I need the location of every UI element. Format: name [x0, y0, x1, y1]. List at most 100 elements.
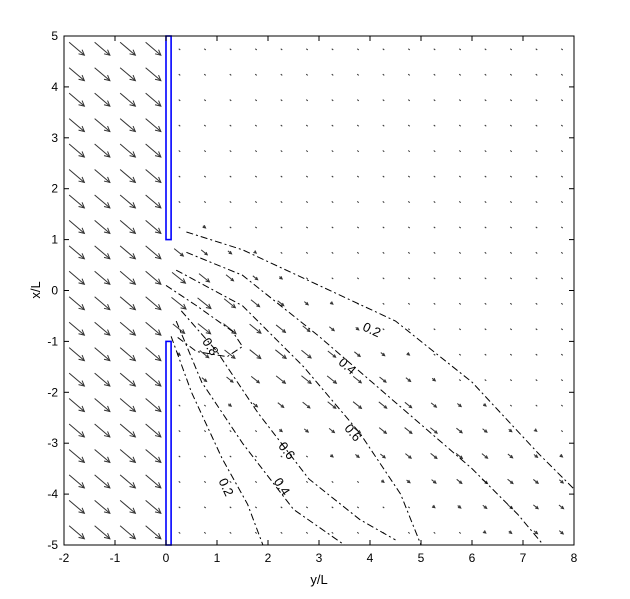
x-tick-label: -1: [110, 551, 121, 565]
vector-arrow: [407, 99, 411, 102]
vector-arrow: [481, 453, 488, 459]
vector-arrow-head: [484, 455, 489, 459]
vector-arrow: [407, 201, 411, 204]
vector-arrow-head: [129, 278, 137, 285]
vector-arrow: [305, 73, 309, 76]
vector-arrow: [535, 48, 538, 51]
vector-arrow: [509, 302, 513, 305]
vector-arrow: [301, 375, 312, 384]
vector-arrow: [509, 328, 513, 331]
vector-arrow: [119, 474, 136, 489]
vector-arrow: [280, 48, 283, 51]
vector-arrow: [331, 150, 334, 153]
vector-arrow: [200, 249, 208, 256]
vector-arrow-head: [357, 353, 362, 358]
vector-arrow: [145, 220, 162, 234]
vector-arrow: [458, 99, 462, 102]
vector-arrow: [535, 379, 538, 382]
vector-arrow: [178, 73, 181, 76]
vector-arrow: [535, 99, 538, 102]
vector-arrow-head: [78, 227, 86, 235]
vector-arrow: [560, 73, 564, 76]
vector-arrow: [229, 124, 232, 127]
vector-arrow: [382, 99, 385, 102]
vector-arrow-head: [432, 480, 437, 484]
vector-arrow: [560, 430, 564, 433]
vector-arrow: [327, 401, 337, 409]
vector-arrow: [484, 226, 487, 229]
vector-arrow-head: [103, 151, 111, 158]
vector-arrow: [407, 73, 411, 76]
vector-arrow-head: [483, 505, 488, 510]
vector-arrow-head: [129, 380, 137, 387]
vector-arrow: [119, 169, 136, 183]
vector-arrow: [484, 379, 487, 382]
vector-arrow: [509, 251, 513, 254]
vector-arrow: [509, 150, 513, 153]
vector-arrow: [275, 349, 287, 359]
vector-arrow-head: [154, 431, 162, 438]
vector-arrow-head: [231, 303, 237, 309]
vector-arrow-head: [129, 456, 137, 464]
y-tick-label: 4: [51, 80, 58, 94]
vector-arrow-head: [382, 454, 387, 459]
vector-arrow-head: [103, 329, 111, 336]
vector-arrow-head: [331, 327, 336, 332]
vector-arrow: [356, 124, 360, 127]
vector-arrow: [277, 300, 285, 307]
vector-arrow: [94, 449, 111, 463]
vector-arrow: [275, 375, 286, 384]
vector-arrow: [331, 506, 334, 509]
vector-arrow-head: [154, 329, 162, 336]
vector-arrow: [94, 296, 111, 311]
vector-arrow: [203, 48, 207, 51]
vector-arrow: [301, 349, 312, 359]
vector-arrow: [199, 350, 210, 359]
vector-arrow: [407, 124, 411, 127]
vector-arrow-head: [103, 100, 111, 107]
vector-arrow: [94, 245, 111, 260]
vector-arrow: [305, 531, 309, 534]
vector-arrow-head: [535, 505, 540, 510]
vector-arrow: [433, 150, 436, 153]
vector-arrow: [430, 402, 437, 408]
vector-arrow-head: [203, 378, 208, 383]
vector-arrow: [145, 398, 162, 412]
vector-arrow: [94, 41, 111, 56]
vector-arrow-head: [78, 151, 86, 158]
vector-arrow: [203, 506, 207, 509]
vector-arrow: [328, 427, 335, 434]
vector-arrow: [382, 251, 385, 254]
vector-arrow: [145, 41, 162, 56]
x-tick-label: 0: [163, 551, 170, 565]
vector-arrow: [327, 350, 336, 358]
vector-arrow: [229, 430, 232, 433]
vector-arrow: [68, 499, 85, 514]
vector-arrow-head: [408, 404, 413, 409]
vector-arrow: [407, 150, 411, 153]
vector-arrow: [229, 506, 232, 509]
vector-arrow-head: [78, 533, 86, 540]
vector-arrow-head: [154, 176, 162, 184]
vector-arrow: [484, 277, 487, 280]
vector-arrow: [560, 302, 564, 305]
vector-arrow: [229, 48, 232, 51]
vector-arrow: [331, 73, 334, 76]
vector-arrow: [356, 531, 360, 534]
vector-arrow: [145, 296, 162, 311]
vector-arrow: [379, 376, 387, 383]
vector-arrow-head: [432, 377, 437, 382]
vector-arrow-head: [154, 227, 162, 235]
vector-arrow-head: [256, 329, 262, 334]
vector-arrow: [178, 48, 181, 51]
vector-arrow-head: [103, 456, 111, 464]
vector-arrow-head: [383, 430, 388, 435]
vector-arrow: [331, 480, 334, 483]
vector-arrow: [455, 453, 463, 459]
vector-arrow: [433, 124, 436, 127]
vector-arrow-head: [231, 329, 237, 335]
vector-arrow: [203, 124, 207, 127]
vector-arrow-head: [534, 454, 539, 459]
vector-arrow: [145, 372, 162, 387]
vector-arrow: [229, 531, 232, 534]
